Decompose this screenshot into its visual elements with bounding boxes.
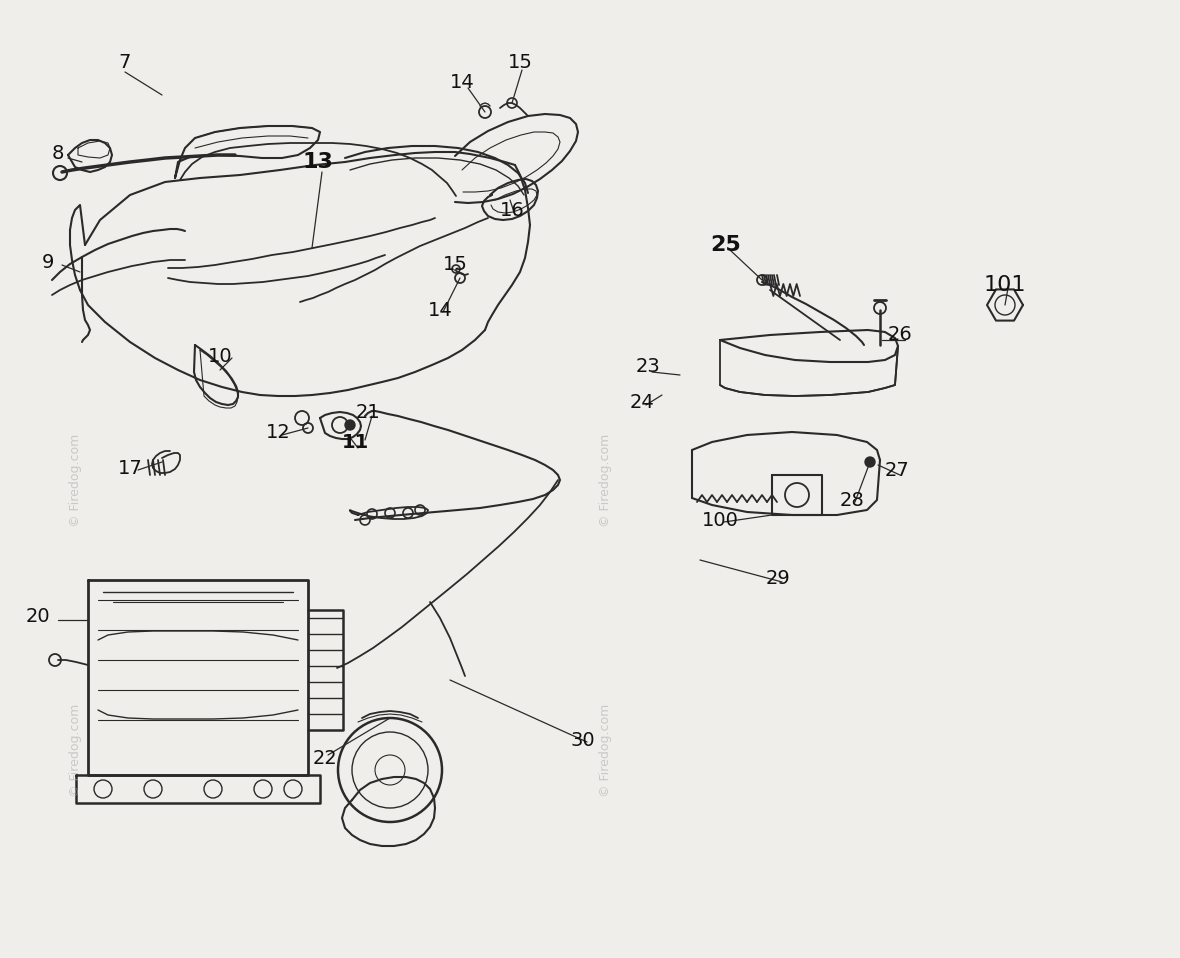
- Text: 15: 15: [442, 256, 467, 275]
- Text: 16: 16: [499, 200, 524, 219]
- Text: 17: 17: [118, 459, 143, 477]
- Text: 14: 14: [427, 301, 452, 320]
- Text: 15: 15: [507, 53, 532, 72]
- Text: 101: 101: [984, 275, 1027, 295]
- Text: 8: 8: [52, 144, 64, 163]
- Text: 22: 22: [313, 748, 337, 767]
- Text: 100: 100: [702, 511, 739, 530]
- Text: 7: 7: [119, 53, 131, 72]
- Text: 29: 29: [766, 568, 791, 587]
- Text: 20: 20: [26, 607, 51, 627]
- Text: 25: 25: [710, 235, 741, 255]
- Text: 28: 28: [840, 490, 865, 510]
- Text: © Firedog.com: © Firedog.com: [598, 703, 611, 797]
- Text: 24: 24: [630, 393, 655, 412]
- Text: 26: 26: [887, 326, 912, 345]
- Text: 23: 23: [636, 357, 661, 376]
- Text: 9: 9: [41, 254, 54, 272]
- Text: 10: 10: [208, 348, 232, 367]
- Text: 13: 13: [302, 152, 334, 172]
- Text: © Firedog.com: © Firedog.com: [68, 433, 81, 527]
- Circle shape: [865, 457, 876, 467]
- Text: 30: 30: [571, 731, 596, 749]
- Text: 11: 11: [341, 434, 368, 452]
- Text: 27: 27: [885, 461, 910, 480]
- Text: © Firedog.com: © Firedog.com: [598, 433, 611, 527]
- Text: 21: 21: [355, 402, 380, 422]
- Text: 14: 14: [450, 73, 474, 92]
- Text: 12: 12: [266, 422, 290, 442]
- Circle shape: [345, 420, 355, 430]
- Text: © Firedog.com: © Firedog.com: [68, 703, 81, 797]
